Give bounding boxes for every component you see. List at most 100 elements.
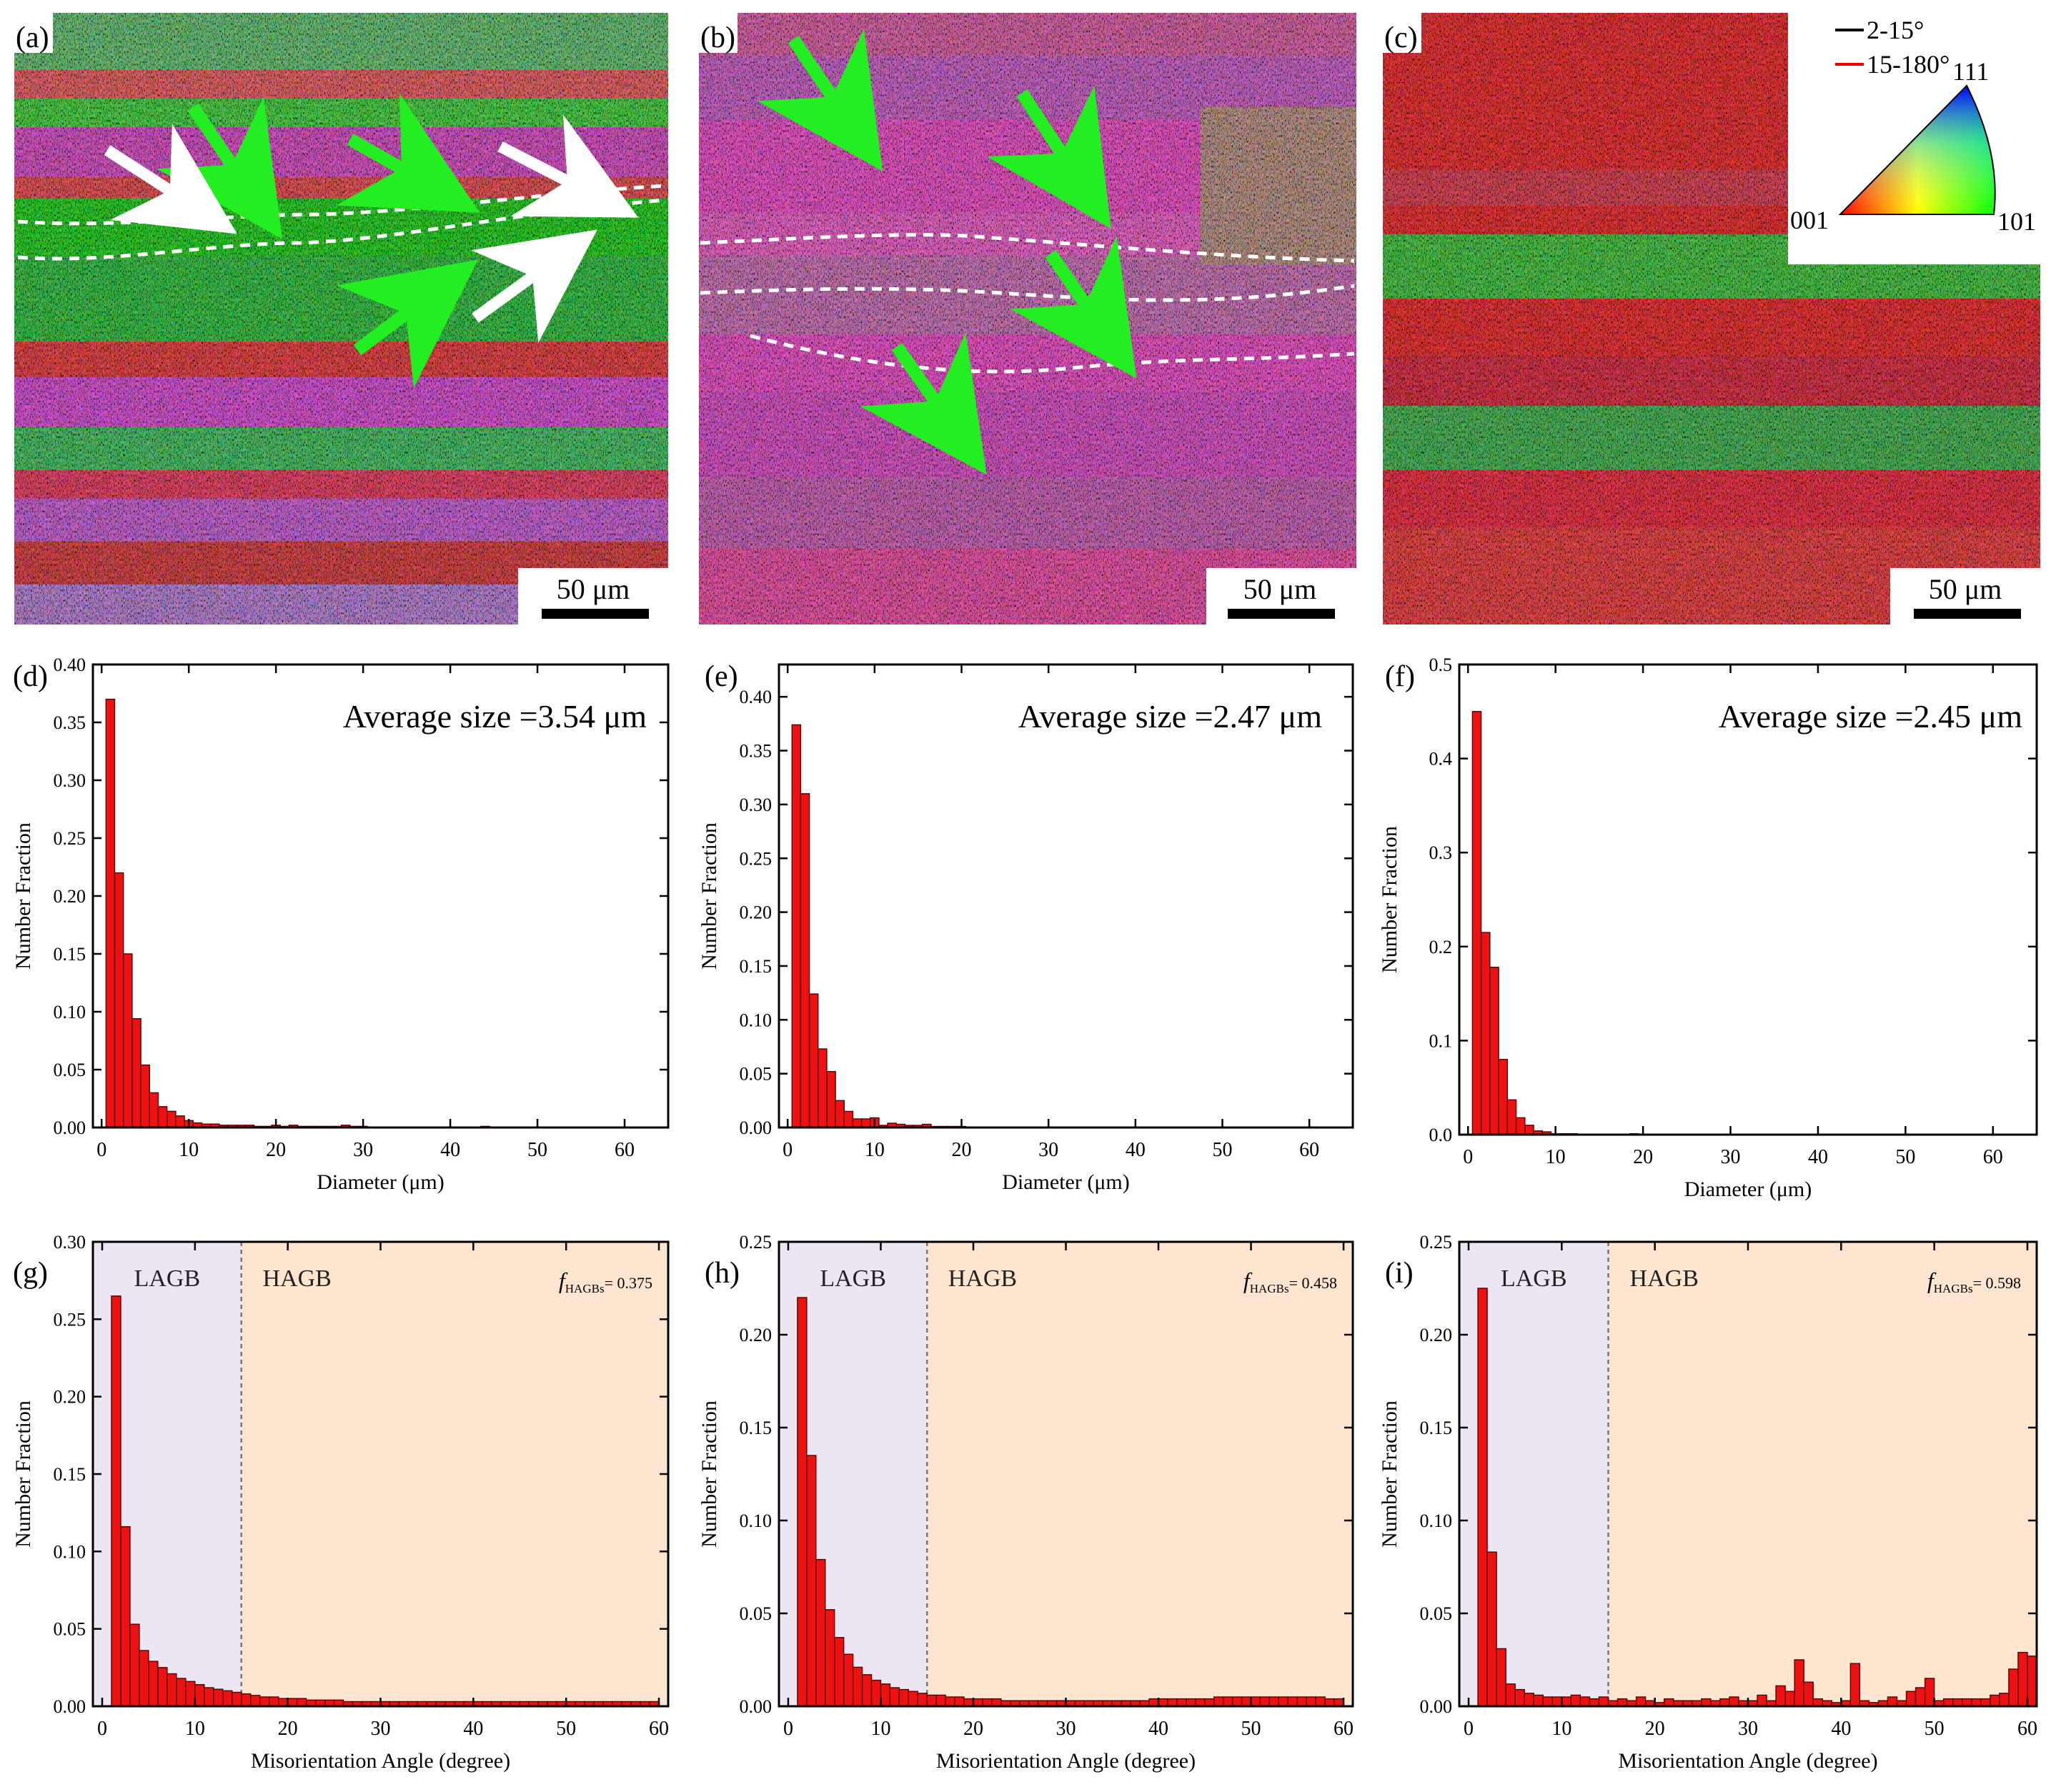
x-tick-label: 40 xyxy=(1126,1139,1146,1161)
bar xyxy=(1784,1691,1795,1707)
legend-high-angle: 15-180° xyxy=(1867,50,1950,79)
bar xyxy=(1204,1698,1215,1707)
bar xyxy=(926,1694,937,1707)
x-tick-label: 30 xyxy=(1721,1146,1741,1168)
x-tick-label: 40 xyxy=(463,1718,483,1740)
x-tick-label: 40 xyxy=(1148,1718,1168,1740)
chart-panel-i: LAGB HAGB fHAGBs= 0.598 0 10 20 30 40 50 60 0.00 0.… xyxy=(1378,1232,2038,1773)
y-axis-label: Number Fraction xyxy=(697,1400,721,1548)
bar xyxy=(1803,1681,1814,1707)
scale-bar-label-b: 50 μm xyxy=(1243,573,1317,605)
bar xyxy=(843,1110,854,1128)
bar xyxy=(111,1295,121,1707)
bar xyxy=(149,1092,159,1128)
bar xyxy=(268,1696,279,1707)
bar xyxy=(808,993,819,1128)
bar xyxy=(1952,1698,1963,1707)
y-tick-label: 0.40 xyxy=(54,654,86,675)
x-tick-label: 50 xyxy=(1213,1139,1233,1161)
bar xyxy=(1542,1696,1554,1707)
bar xyxy=(1480,932,1491,1135)
x-tick-label: 10 xyxy=(185,1718,205,1740)
y-tick-label: 0.30 xyxy=(54,770,86,791)
bar xyxy=(797,1297,808,1707)
y-tick-label: 0.00 xyxy=(54,1117,86,1138)
bar xyxy=(1471,711,1482,1135)
x-tick-label: 0 xyxy=(1463,1146,1473,1168)
bar xyxy=(166,1110,177,1128)
panel-label-c: (c) xyxy=(1384,21,1418,54)
bar xyxy=(908,1691,918,1707)
plot-frame xyxy=(1458,663,2038,1136)
y-tick-label: 0.25 xyxy=(1420,1232,1453,1253)
f-value: = 0.598 xyxy=(1973,1274,2021,1292)
bar xyxy=(1506,1099,1517,1135)
bar xyxy=(176,1678,187,1707)
region-label-lagb: LAGB xyxy=(1501,1265,1567,1292)
bar xyxy=(1496,1648,1506,1707)
bar xyxy=(2008,1668,2019,1707)
scale-bar-c xyxy=(1914,609,2021,619)
bar xyxy=(825,1609,835,1707)
y-tick-label: 0.10 xyxy=(740,1510,773,1531)
x-tick-label: 60 xyxy=(615,1139,635,1161)
ipf-label-001: 001 xyxy=(1790,206,1829,234)
y-tick-label: 0.15 xyxy=(1420,1418,1453,1438)
bar xyxy=(131,1018,141,1128)
f-hagbs-annotation: fHAGBs= 0.458 xyxy=(1243,1268,1337,1295)
f-value: = 0.375 xyxy=(605,1274,652,1292)
x-tick-label: 30 xyxy=(1738,1718,1758,1740)
y-tick-label: 0.40 xyxy=(740,687,773,707)
bar xyxy=(2027,1656,2037,1707)
bar xyxy=(791,724,802,1128)
x-tick-label: 20 xyxy=(963,1718,983,1740)
panel-label: (d) xyxy=(13,660,48,693)
bar xyxy=(1167,1698,1178,1707)
y-axis-label: Number Fraction xyxy=(1378,826,1401,973)
bar xyxy=(852,1118,863,1128)
bar xyxy=(1231,1696,1243,1707)
bar xyxy=(204,1687,214,1707)
panel-label: (i) xyxy=(1385,1257,1414,1290)
bar xyxy=(1148,1698,1159,1707)
bar xyxy=(1241,1696,1252,1707)
bar xyxy=(1561,1696,1572,1707)
bar xyxy=(287,1698,298,1707)
bar xyxy=(834,1637,845,1707)
bar xyxy=(167,1673,177,1707)
ebsd-map-a: (a) 50 μm xyxy=(14,13,668,624)
y-tick-label: 0.20 xyxy=(1420,1325,1453,1345)
x-tick-label: 60 xyxy=(2017,1718,2037,1740)
x-tick-label: 0 xyxy=(1464,1718,1474,1740)
region-label-hagb: HAGB xyxy=(262,1265,331,1292)
bar xyxy=(1195,1698,1206,1707)
y-tick-label: 0.25 xyxy=(740,1232,773,1253)
bar xyxy=(1664,1698,1674,1707)
bar xyxy=(1887,1696,1898,1707)
bar xyxy=(148,1661,159,1707)
bar xyxy=(1524,1693,1534,1707)
bar xyxy=(1324,1698,1335,1707)
bar xyxy=(139,1650,149,1707)
x-tick-label: 10 xyxy=(865,1139,885,1161)
bar xyxy=(1701,1698,1712,1707)
y-tick-label: 0.00 xyxy=(740,1117,773,1138)
f-subscript: HAGBs xyxy=(1934,1282,1973,1295)
bar xyxy=(140,1064,150,1128)
y-tick-label: 0.5 xyxy=(1429,654,1453,675)
x-axis-label: Diameter (μm) xyxy=(317,1170,445,1194)
bar xyxy=(1250,1696,1261,1707)
bar xyxy=(852,1666,863,1707)
bar xyxy=(1589,1698,1600,1707)
bar xyxy=(250,1695,261,1707)
bar xyxy=(1533,1694,1544,1707)
bar xyxy=(889,1687,900,1707)
x-axis-label: Misorientation Angle (degree) xyxy=(936,1749,1196,1773)
f-hagbs-annotation: fHAGBs= 0.598 xyxy=(1927,1268,2021,1295)
bar xyxy=(1942,1698,1954,1707)
bar xyxy=(213,1688,224,1707)
panel-label: (f) xyxy=(1385,660,1415,693)
average-size-annotation: Average size =3.54 μm xyxy=(343,698,647,735)
x-tick-label: 20 xyxy=(266,1139,286,1161)
bar xyxy=(241,1693,252,1707)
